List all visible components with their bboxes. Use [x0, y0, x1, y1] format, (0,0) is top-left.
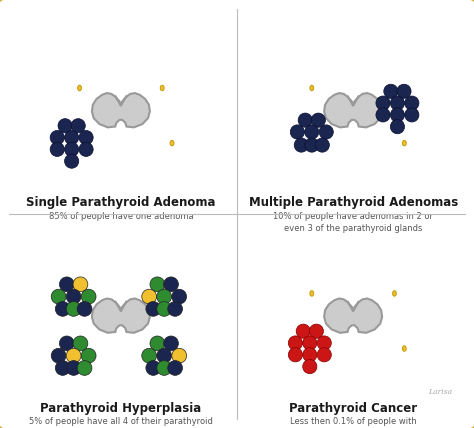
Circle shape [303, 360, 317, 374]
Text: Less then 0.1% of people with: Less then 0.1% of people with [290, 417, 417, 426]
Ellipse shape [402, 346, 406, 351]
Circle shape [303, 348, 317, 362]
Circle shape [66, 360, 81, 375]
Text: Multiple Parathyroid Adenomas: Multiple Parathyroid Adenomas [248, 196, 458, 209]
Circle shape [288, 336, 302, 350]
Circle shape [376, 96, 390, 110]
Circle shape [55, 301, 70, 316]
Circle shape [150, 277, 165, 292]
Circle shape [59, 277, 74, 292]
Circle shape [376, 108, 390, 122]
Circle shape [71, 119, 85, 133]
Circle shape [50, 142, 64, 157]
Circle shape [305, 138, 319, 152]
Polygon shape [324, 298, 382, 333]
Text: 10% of people have adenomas in 2 or: 10% of people have adenomas in 2 or [273, 212, 433, 221]
Circle shape [64, 154, 79, 168]
Circle shape [305, 125, 319, 139]
Circle shape [64, 142, 79, 157]
Circle shape [391, 108, 404, 122]
Circle shape [294, 138, 309, 152]
Circle shape [164, 336, 178, 351]
Circle shape [55, 360, 70, 375]
Circle shape [391, 119, 404, 134]
Circle shape [58, 119, 72, 133]
Circle shape [384, 84, 398, 98]
Circle shape [51, 289, 66, 304]
Text: even 3 of the parathyroid glands: even 3 of the parathyroid glands [284, 224, 422, 233]
Circle shape [77, 301, 92, 316]
Circle shape [64, 131, 79, 145]
Circle shape [296, 324, 310, 338]
Circle shape [405, 108, 419, 122]
Text: 85% of people have one adenoma: 85% of people have one adenoma [48, 212, 193, 221]
Circle shape [73, 277, 88, 292]
Circle shape [146, 360, 161, 375]
Circle shape [172, 289, 187, 304]
Ellipse shape [310, 291, 314, 296]
Ellipse shape [78, 85, 82, 91]
Text: Parathyroid Hyperplasia: Parathyroid Hyperplasia [40, 402, 201, 415]
Circle shape [303, 336, 317, 350]
Circle shape [317, 348, 331, 362]
Circle shape [81, 289, 96, 304]
Ellipse shape [402, 140, 406, 146]
Circle shape [164, 277, 178, 292]
Text: 5% of people have all 4 of their parathyroid: 5% of people have all 4 of their parathy… [29, 417, 213, 426]
Circle shape [142, 289, 156, 304]
Circle shape [50, 131, 64, 145]
Circle shape [157, 360, 172, 375]
Ellipse shape [392, 291, 396, 296]
Circle shape [73, 336, 88, 351]
Circle shape [150, 336, 165, 351]
Circle shape [66, 301, 81, 316]
Polygon shape [324, 93, 382, 128]
Text: Larisa: Larisa [428, 388, 452, 396]
Circle shape [142, 348, 156, 363]
Circle shape [288, 348, 302, 362]
Circle shape [59, 336, 74, 351]
Text: Single Parathyroid Adenoma: Single Parathyroid Adenoma [26, 196, 216, 209]
Circle shape [405, 96, 419, 110]
Circle shape [157, 348, 172, 363]
Circle shape [146, 301, 161, 316]
Text: Parathyroid Cancer: Parathyroid Cancer [289, 402, 417, 415]
Circle shape [298, 113, 312, 127]
Circle shape [157, 289, 172, 304]
Circle shape [317, 336, 331, 350]
Circle shape [81, 348, 96, 363]
Circle shape [168, 301, 182, 316]
Circle shape [391, 96, 404, 110]
Ellipse shape [160, 85, 164, 91]
Circle shape [319, 125, 333, 139]
Polygon shape [92, 298, 150, 333]
Circle shape [79, 131, 93, 145]
Ellipse shape [170, 140, 174, 146]
Circle shape [311, 113, 326, 127]
Polygon shape [92, 93, 150, 128]
Circle shape [309, 324, 323, 338]
Circle shape [77, 360, 92, 375]
Circle shape [290, 125, 304, 139]
Ellipse shape [310, 85, 314, 91]
Circle shape [315, 138, 329, 152]
Circle shape [66, 289, 81, 304]
Circle shape [168, 360, 182, 375]
Circle shape [397, 84, 411, 98]
Circle shape [157, 301, 172, 316]
Circle shape [51, 348, 66, 363]
Circle shape [79, 142, 93, 157]
Circle shape [66, 348, 81, 363]
Circle shape [172, 348, 187, 363]
